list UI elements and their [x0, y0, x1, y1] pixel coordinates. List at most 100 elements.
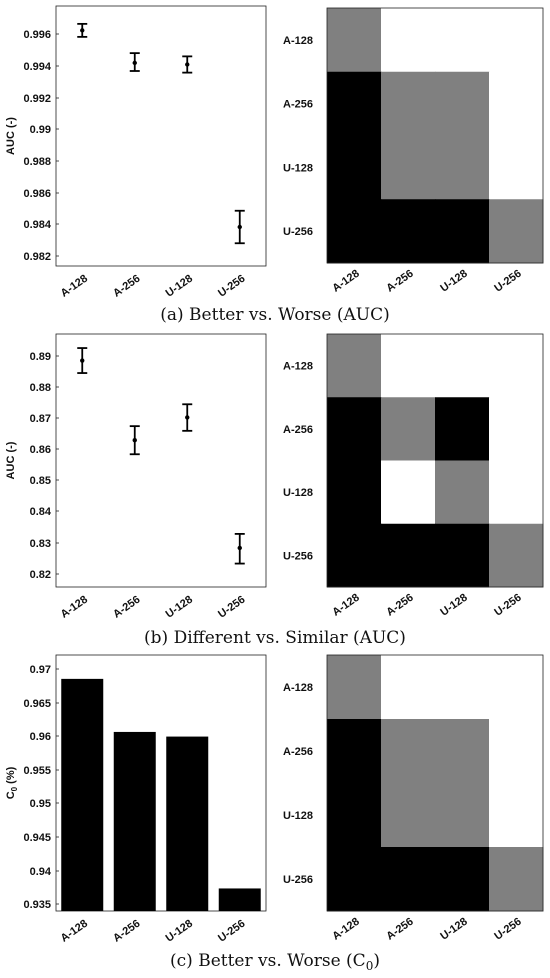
matrix-col-label: U-256	[492, 268, 523, 295]
x-tick-label: A-128	[59, 918, 90, 945]
y-tick-label: 0.88	[30, 382, 51, 394]
point-A-128	[80, 358, 85, 363]
plot-area	[55, 654, 267, 912]
matrix-cell-2-3	[489, 783, 544, 848]
matrix-cell-1-0	[327, 71, 382, 136]
matrix-cell-0-0	[327, 334, 382, 398]
matrix-cell-2-0	[327, 135, 382, 200]
matrix-cell-2-3	[489, 460, 544, 525]
point-U-128	[185, 62, 190, 67]
matrix-cell-1-2	[435, 71, 490, 136]
matrix-cell-0-2	[435, 655, 490, 720]
bar-A-128	[61, 678, 104, 911]
matrix-row-label: U-128	[283, 162, 313, 174]
matrix-cell-2-1	[381, 135, 436, 200]
matrix-cell-1-3	[489, 719, 544, 784]
matrix-cell-1-3	[489, 71, 544, 136]
matrix-col-label: U-128	[438, 268, 469, 295]
matrix-row-label: A-128	[283, 35, 313, 47]
y-axis-label: AUC (-)	[5, 441, 17, 479]
matrix-col-label: U-256	[492, 592, 523, 619]
y-axis-label: AUC (-)	[5, 117, 17, 155]
matrix-2: A-128 A-256 U-128 U-256 A-128 A-256 U-128 U-256	[283, 333, 544, 619]
matrix-cell-2-2	[435, 135, 490, 200]
y-tick-label: 0.85	[30, 475, 51, 487]
y-tick-label: 0.996	[23, 29, 51, 41]
matrix-cell-2-3	[489, 135, 544, 200]
chart-3: 0.97 0.965 0.96 0.955 0.95 0.945 0.94 0.935 C0 (…	[5, 654, 267, 945]
matrix-row-label: A-128	[283, 361, 313, 373]
y-tick-label: 0.87	[30, 413, 51, 425]
matrix-row-label: U-256	[283, 226, 313, 238]
matrix-cell-3-0	[327, 199, 382, 264]
point-U-256	[237, 224, 242, 230]
matrix-3: A-128 A-256 U-128 U-256 A-128 A-256 U-128 U-256	[283, 654, 544, 943]
bar-A-256	[113, 731, 156, 911]
matrix-cell-0-0	[327, 655, 382, 720]
y-tick-label: 0.86	[30, 444, 51, 456]
matrix-cell-0-2	[435, 8, 490, 73]
matrix-row-label: A-256	[283, 424, 313, 436]
y-axis-label-sub: 0	[10, 786, 19, 791]
matrix-cell-3-3	[489, 523, 544, 588]
caption-end: )	[373, 951, 380, 971]
x-tick-label: U-128	[164, 594, 195, 621]
x-tick-label: A-256	[111, 273, 142, 300]
matrix-cell-2-2	[435, 783, 490, 848]
matrix-cell-2-0	[327, 783, 382, 848]
y-tick-label: 0.97	[30, 664, 51, 676]
y-tick-label: 0.945	[23, 832, 51, 844]
panel-caption: (a) Better vs. Worse (AUC)	[160, 305, 390, 325]
chart-1: 0.996 0.994 0.992 0.99 0.988 0.986 0.984 0.982 A…	[5, 5, 267, 300]
matrix-cell-3-2	[435, 847, 490, 912]
matrix-cell-1-2	[435, 397, 490, 461]
x-tick-label: U-256	[216, 918, 247, 945]
y-tick-label: 0.96	[30, 731, 51, 743]
matrix-cell-0-3	[489, 655, 544, 720]
matrix-cell-0-1	[381, 334, 436, 398]
matrix-row-label: A-256	[283, 746, 313, 758]
y-tick-label: 0.95	[30, 798, 51, 810]
point-A-128	[80, 28, 85, 33]
caption-main: (c) Better vs. Worse (C	[170, 951, 366, 971]
y-tick-label: 0.82	[30, 569, 51, 581]
panel-2: 0.89 0.88 0.87 0.86 0.85 0.84 0.83 0.82 AUC (-) A…	[5, 333, 544, 648]
matrix-cell-3-1	[381, 523, 436, 588]
x-tick-label: U-256	[216, 273, 247, 300]
matrix-cell-3-0	[327, 847, 382, 912]
matrix-row-label: A-128	[283, 682, 313, 694]
matrix-cell-3-1	[381, 847, 436, 912]
y-tick-label: 0.986	[23, 188, 51, 200]
matrix-cell-1-3	[489, 397, 544, 461]
matrix-row-label: A-256	[283, 99, 313, 111]
y-tick-label: 0.992	[23, 93, 51, 105]
y-tick-label: 0.982	[23, 251, 51, 263]
matrix-cell-0-3	[489, 334, 544, 398]
y-axis-label: C0 (%)	[5, 766, 19, 799]
point-A-256	[132, 60, 137, 66]
matrix-cell-2-1	[381, 783, 436, 848]
y-tick-label: 0.89	[30, 351, 51, 363]
y-axis-label-end: (%)	[5, 766, 17, 787]
panel-1: 0.996 0.994 0.992 0.99 0.988 0.986 0.984 0.982 A…	[5, 5, 544, 325]
caption-sub: 0	[366, 959, 374, 973]
y-tick-label: 0.955	[23, 765, 51, 777]
point-U-256	[237, 545, 242, 551]
matrix-cell-0-1	[381, 655, 436, 720]
x-tick-label: A-256	[111, 918, 142, 945]
panel-caption: (b) Different vs. Similar (AUC)	[144, 628, 406, 648]
matrix-cell-3-1	[381, 199, 436, 264]
plot-area	[55, 5, 267, 267]
y-tick-label: 0.994	[23, 61, 51, 73]
x-tick-label: A-256	[111, 594, 142, 621]
matrix-cell-3-2	[435, 523, 490, 588]
matrix-col-label: U-256	[492, 916, 523, 943]
y-axis-label-main: C	[5, 791, 17, 799]
matrix-col-label: A-256	[384, 268, 415, 295]
matrix-cell-0-2	[435, 334, 490, 398]
x-tick-label: U-256	[216, 594, 247, 621]
matrix-col-label: A-128	[330, 916, 361, 943]
y-tick-label: 0.83	[30, 538, 51, 550]
y-tick-label: 0.935	[23, 899, 51, 911]
